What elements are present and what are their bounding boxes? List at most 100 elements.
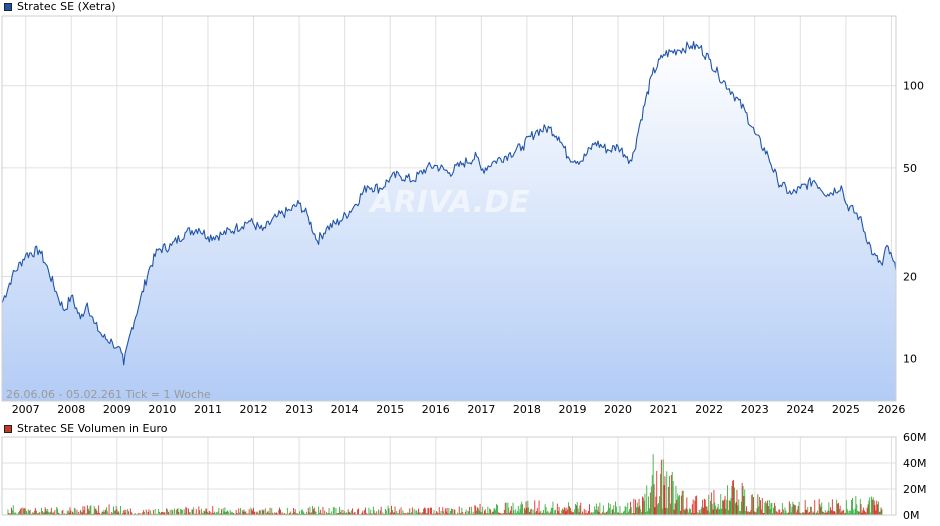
volume-bar [453,509,455,515]
volume-bar [144,512,145,515]
volume-bar [594,506,596,515]
volume-bar [586,513,588,515]
volume-bar [93,513,94,515]
volume-bar [314,511,316,515]
volume-bar [222,508,224,515]
volume-bar [113,506,114,515]
volume-bar [202,513,204,515]
volume-bar [679,495,680,515]
volume-bar [395,513,397,515]
volume-bar [871,496,872,515]
volume-bar [507,502,509,515]
volume-bar [536,511,537,515]
volume-bar [188,512,190,515]
volume-bar [652,454,654,515]
volume-bar [127,509,129,515]
volume-bar [293,508,294,515]
volume-bar [371,513,372,515]
volume-bar [516,511,518,515]
volume-bar [872,497,874,515]
volume-bar [103,509,105,515]
volume-bar [105,509,106,515]
volume-bar [98,505,100,515]
volume-bar [527,500,529,515]
x-tick-label: 2025 [832,403,860,416]
volume-bar [447,513,449,515]
volume-bar [176,509,178,515]
volume-y-tick-label: 20M [903,483,927,496]
volume-bar [79,509,81,515]
volume-bar [130,511,132,515]
volume-bar [313,507,315,515]
volume-bar [526,507,528,515]
volume-bar [116,509,118,515]
x-tick-label: 2009 [103,403,131,416]
volume-bar [722,500,724,515]
volume-bar [569,507,571,515]
volume-bar [525,501,527,515]
volume-bar [232,512,234,515]
volume-bar [215,512,217,515]
volume-bar [637,507,639,515]
volume-bar [250,507,252,515]
volume-bar [140,513,142,515]
volume-bar [826,512,828,515]
volume-bar [469,506,471,515]
volume-bar [163,512,165,515]
volume-bar [812,511,814,515]
volume-bar [83,510,85,515]
volume-bar [154,508,156,515]
volume-bar [452,513,454,515]
volume-bar [330,513,332,515]
volume-bar [608,507,610,515]
volume-bar [156,513,158,515]
volume-bar [592,513,594,515]
volume-bar [370,509,372,515]
volume-bar [39,512,41,515]
volume-bar [358,508,359,515]
volume-bar [549,511,551,515]
volume-bar [510,506,512,515]
volume-bar [411,512,412,515]
volume-bar [786,512,788,515]
x-tick-label: 2016 [422,403,450,416]
volume-bar [603,512,605,515]
volume-bar [240,508,241,515]
volume-bar [440,511,442,515]
volume-bar [379,510,381,515]
volume-bar [625,506,627,515]
volume-bar [451,508,452,515]
volume-bar [405,513,406,515]
volume-bar [500,513,502,515]
volume-bar [779,509,781,515]
volume-bar [680,495,682,515]
volume-bar [646,485,648,515]
volume-bar [362,510,364,515]
volume-bar [422,512,424,515]
volume-bar [439,513,441,515]
volume-bar [787,512,789,515]
volume-bar [416,510,418,515]
volume-bar [617,512,619,515]
volume-bar [301,509,303,515]
volume-bar [766,503,767,515]
volume-bar [10,513,11,515]
volume-bar [438,507,440,515]
volume-bar [477,508,479,515]
volume-bar [458,506,460,515]
volume-bar [324,510,326,515]
volume-bar [860,504,862,515]
volume-bar [404,513,405,515]
volume-bar [187,513,188,515]
volume-bar [224,507,226,515]
volume-bar [494,508,496,515]
volume-bar [160,511,162,515]
volume-bar [432,513,434,515]
volume-bar [817,513,819,515]
volume-bar [698,510,700,515]
volume-bar [378,513,380,515]
volume-bar [770,503,772,515]
volume-bar [678,496,680,515]
volume-bar [8,513,10,515]
volume-bar [607,510,609,515]
